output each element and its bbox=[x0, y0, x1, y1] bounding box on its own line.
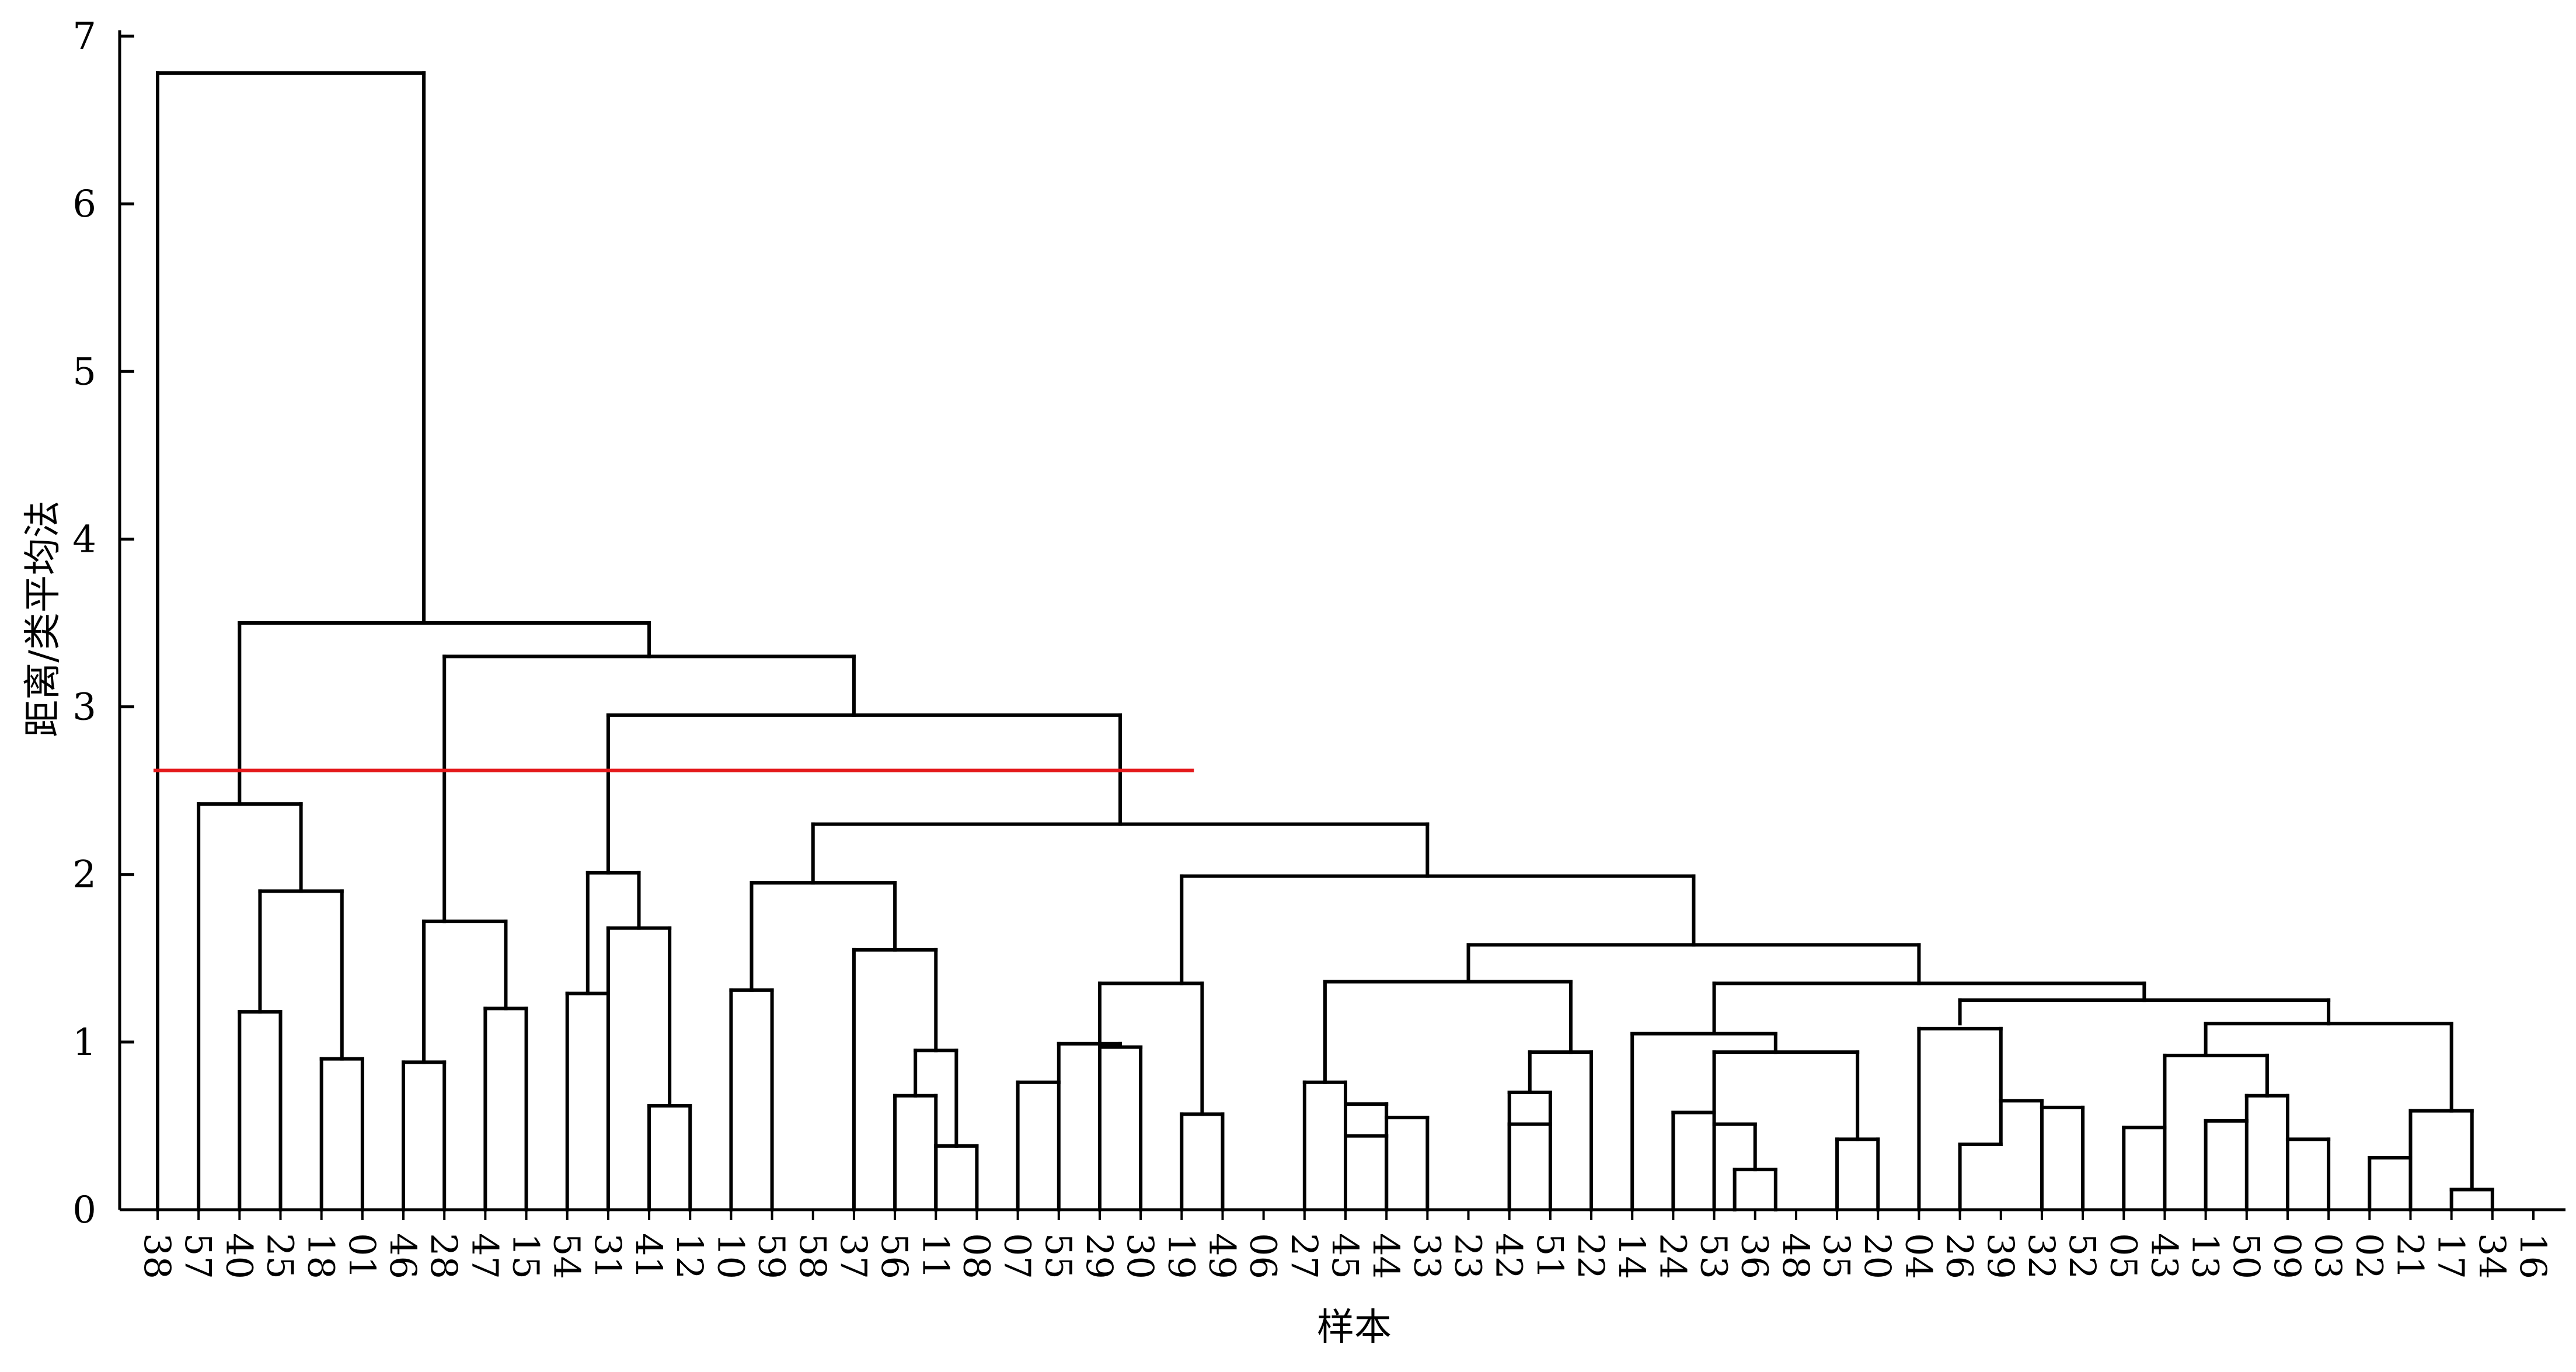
leaf-label: 01 bbox=[341, 1233, 384, 1279]
y-tick-label: 5 bbox=[72, 350, 96, 394]
leaf-label: 20 bbox=[1856, 1233, 1899, 1279]
leaf-label: 51 bbox=[1529, 1233, 1571, 1279]
leaf-label: 53 bbox=[1693, 1233, 1735, 1279]
y-tick-label: 3 bbox=[72, 686, 96, 729]
leaf-label: 08 bbox=[955, 1233, 998, 1279]
leaf-label: 27 bbox=[1283, 1233, 1326, 1279]
leaf-label: 42 bbox=[1488, 1233, 1531, 1279]
leaf-label: 45 bbox=[1324, 1233, 1367, 1279]
x-axis-label: 样本 bbox=[1317, 1306, 1392, 1349]
y-axis-label: 距离/类平均法 bbox=[22, 500, 65, 737]
leaf-label: 57 bbox=[177, 1233, 219, 1279]
leaf-label: 34 bbox=[2471, 1233, 2514, 1279]
leaf-label: 33 bbox=[1406, 1233, 1448, 1279]
y-tick-label: 6 bbox=[72, 183, 96, 226]
leaf-label: 25 bbox=[259, 1233, 302, 1279]
leaf-label: 16 bbox=[2512, 1233, 2554, 1279]
leaf-label: 56 bbox=[873, 1233, 916, 1279]
leaf-label: 05 bbox=[2102, 1233, 2145, 1279]
leaf-label: 28 bbox=[423, 1233, 465, 1279]
leaf-label: 21 bbox=[2389, 1233, 2431, 1279]
leaf-label: 15 bbox=[505, 1233, 548, 1279]
leaf-label: 26 bbox=[1939, 1233, 1981, 1279]
leaf-label: 32 bbox=[2020, 1233, 2063, 1279]
leaf-label: 23 bbox=[1447, 1233, 1490, 1279]
dendrogram-links bbox=[156, 71, 2494, 1211]
leaf-label: 14 bbox=[1611, 1233, 1653, 1279]
leaf-label: 12 bbox=[668, 1233, 711, 1279]
leaf-label: 29 bbox=[1078, 1233, 1121, 1279]
leaf-label: 38 bbox=[136, 1233, 179, 1279]
leaf-label: 36 bbox=[1734, 1233, 1776, 1279]
leaf-label: 43 bbox=[2143, 1233, 2185, 1279]
leaf-label: 09 bbox=[2266, 1233, 2309, 1279]
leaf-label: 49 bbox=[1201, 1233, 1243, 1279]
leaf-label: 40 bbox=[218, 1233, 260, 1279]
leaf-label: 31 bbox=[587, 1233, 629, 1279]
leaf-label: 35 bbox=[1815, 1233, 1858, 1279]
leaf-label: 22 bbox=[1570, 1233, 1612, 1279]
leaf-label: 24 bbox=[1651, 1233, 1694, 1279]
leaf-label: 19 bbox=[1160, 1233, 1202, 1279]
leaf-label: 41 bbox=[628, 1233, 670, 1279]
leaf-label: 02 bbox=[2348, 1233, 2390, 1279]
leaf-label: 18 bbox=[300, 1233, 343, 1279]
leaf-label: 17 bbox=[2430, 1233, 2473, 1279]
y-tick-label: 4 bbox=[72, 518, 96, 561]
leaf-label: 52 bbox=[2061, 1233, 2104, 1279]
leaf-label: 11 bbox=[914, 1233, 957, 1279]
leaf-label: 06 bbox=[1242, 1233, 1285, 1279]
leaf-label: 30 bbox=[1119, 1233, 1162, 1279]
leaf-label: 46 bbox=[382, 1233, 424, 1279]
y-tick-label: 2 bbox=[72, 854, 96, 897]
leaf-label: 39 bbox=[1979, 1233, 2022, 1279]
leaf-label: 04 bbox=[1897, 1233, 1940, 1279]
leaf-labels: 3857402518014628471554314112105958375611… bbox=[136, 1233, 2554, 1279]
leaf-label: 55 bbox=[1037, 1233, 1080, 1279]
leaf-label: 10 bbox=[709, 1233, 752, 1279]
y-tick-label: 7 bbox=[72, 15, 96, 58]
leaf-label: 47 bbox=[463, 1233, 506, 1279]
leaf-label: 13 bbox=[2184, 1233, 2227, 1279]
leaf-label: 59 bbox=[751, 1233, 793, 1279]
leaf-label: 54 bbox=[546, 1233, 588, 1279]
leaf-label: 07 bbox=[996, 1233, 1039, 1279]
leaf-label: 50 bbox=[2225, 1233, 2268, 1279]
y-tick-label: 1 bbox=[72, 1021, 96, 1064]
leaf-label: 44 bbox=[1365, 1233, 1407, 1279]
y-tick-label: 0 bbox=[72, 1189, 96, 1232]
leaf-label: 37 bbox=[832, 1233, 875, 1279]
leaf-label: 48 bbox=[1775, 1233, 1817, 1279]
leaf-label: 58 bbox=[792, 1233, 834, 1279]
leaf-label: 03 bbox=[2307, 1233, 2350, 1279]
